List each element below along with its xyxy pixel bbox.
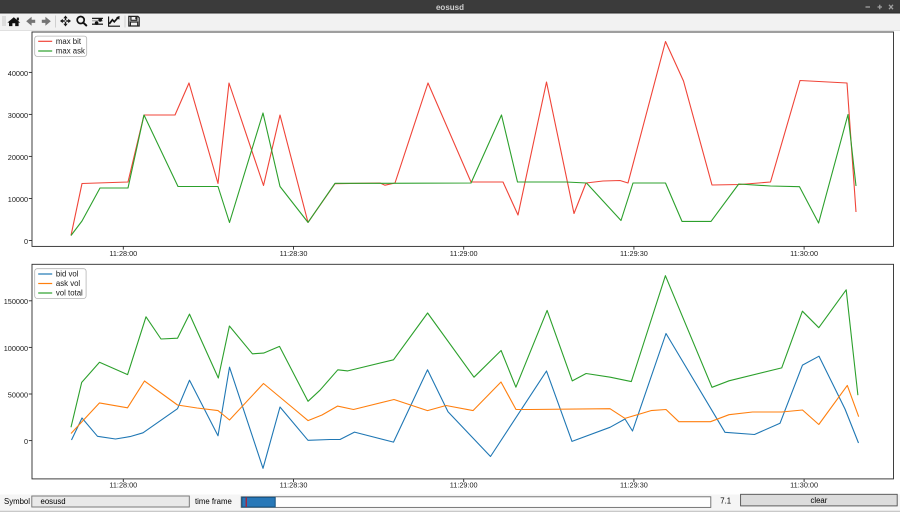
svg-text:11:28:00: 11:28:00 — [109, 249, 137, 258]
svg-text:11:30:00: 11:30:00 — [790, 481, 818, 490]
svg-text:30000: 30000 — [8, 111, 28, 120]
svg-text:ask vol: ask vol — [56, 279, 81, 288]
svg-text:40000: 40000 — [8, 69, 28, 78]
svg-text:clear: clear — [810, 496, 827, 505]
svg-text:11:29:30: 11:29:30 — [620, 481, 648, 490]
svg-text:11:30:00: 11:30:00 — [790, 249, 818, 258]
svg-text:11:29:00: 11:29:00 — [450, 481, 478, 490]
svg-text:11:28:30: 11:28:30 — [280, 481, 308, 490]
svg-text:max ask: max ask — [56, 47, 85, 56]
svg-text:7.1: 7.1 — [720, 497, 731, 506]
svg-text:11:28:00: 11:28:00 — [109, 481, 137, 490]
svg-text:time frame: time frame — [195, 497, 232, 506]
svg-text:bid vol: bid vol — [56, 270, 79, 279]
svg-text:Symbol: Symbol — [4, 497, 30, 506]
svg-text:150000: 150000 — [4, 297, 28, 306]
svg-text:0: 0 — [24, 237, 28, 246]
svg-text:11:28:30: 11:28:30 — [280, 249, 308, 258]
svg-text:0: 0 — [24, 437, 28, 446]
svg-text:100000: 100000 — [4, 344, 28, 353]
svg-text:10000: 10000 — [8, 195, 28, 204]
svg-text:eosusd: eosusd — [41, 497, 66, 506]
svg-text:11:29:30: 11:29:30 — [620, 249, 648, 258]
svg-text:11:29:00: 11:29:00 — [450, 249, 478, 258]
svg-text:max bit: max bit — [56, 37, 82, 46]
svg-text:vol total: vol total — [56, 289, 83, 298]
svg-text:20000: 20000 — [8, 153, 28, 162]
svg-text:eosusd: eosusd — [436, 3, 464, 12]
svg-text:50000: 50000 — [8, 390, 28, 399]
